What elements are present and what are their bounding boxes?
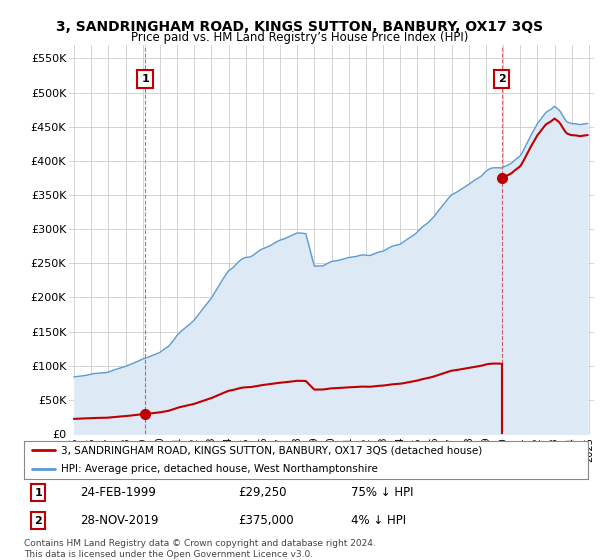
Text: £29,250: £29,250 <box>238 486 287 500</box>
Text: 1: 1 <box>34 488 42 498</box>
Text: 75% ↓ HPI: 75% ↓ HPI <box>351 486 413 500</box>
Text: Contains HM Land Registry data © Crown copyright and database right 2024.
This d: Contains HM Land Registry data © Crown c… <box>24 539 376 559</box>
Text: 1: 1 <box>142 74 149 84</box>
Text: 3, SANDRINGHAM ROAD, KINGS SUTTON, BANBURY, OX17 3QS (detached house): 3, SANDRINGHAM ROAD, KINGS SUTTON, BANBU… <box>61 445 482 455</box>
Text: 4% ↓ HPI: 4% ↓ HPI <box>351 514 406 528</box>
Text: £375,000: £375,000 <box>238 514 294 528</box>
Text: Price paid vs. HM Land Registry’s House Price Index (HPI): Price paid vs. HM Land Registry’s House … <box>131 31 469 44</box>
Text: 3, SANDRINGHAM ROAD, KINGS SUTTON, BANBURY, OX17 3QS: 3, SANDRINGHAM ROAD, KINGS SUTTON, BANBU… <box>56 20 544 34</box>
Text: 28-NOV-2019: 28-NOV-2019 <box>80 514 159 528</box>
Text: 2: 2 <box>497 74 505 84</box>
Text: HPI: Average price, detached house, West Northamptonshire: HPI: Average price, detached house, West… <box>61 464 377 474</box>
Text: 24-FEB-1999: 24-FEB-1999 <box>80 486 156 500</box>
Text: 2: 2 <box>34 516 42 526</box>
